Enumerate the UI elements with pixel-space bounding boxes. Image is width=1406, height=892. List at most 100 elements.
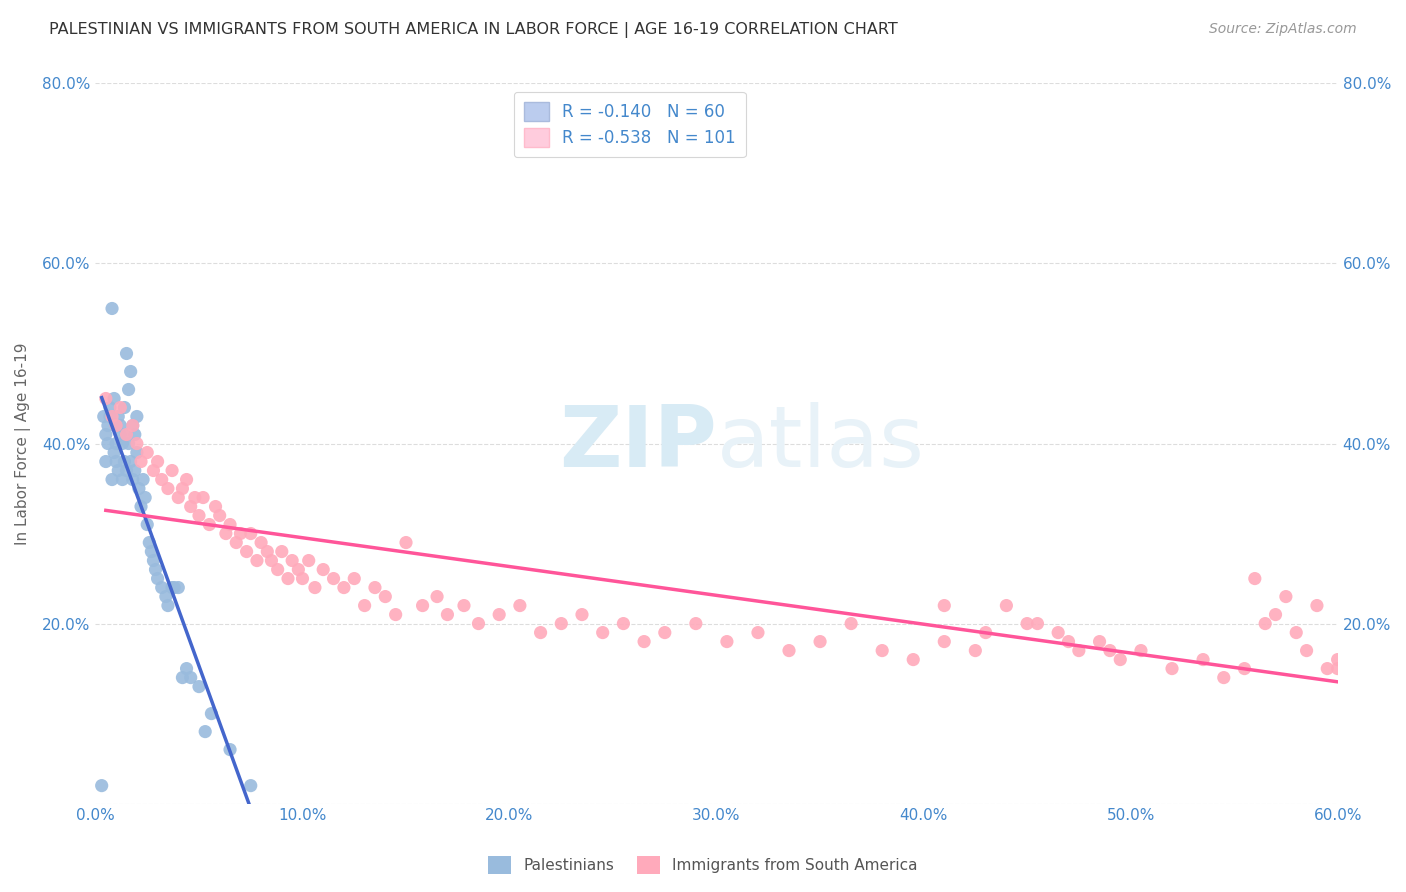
- Point: [134, 491, 156, 505]
- Point: [304, 581, 326, 595]
- Point: [426, 590, 449, 604]
- Point: [200, 706, 222, 721]
- Text: Source: ZipAtlas.com: Source: ZipAtlas.com: [1209, 22, 1357, 37]
- Point: [121, 473, 143, 487]
- Point: [287, 563, 309, 577]
- Point: [1109, 652, 1132, 666]
- Point: [129, 500, 152, 514]
- Point: [138, 535, 160, 549]
- Point: [343, 572, 366, 586]
- Point: [120, 364, 142, 378]
- Point: [194, 724, 217, 739]
- Point: [156, 599, 179, 613]
- Point: [160, 581, 183, 595]
- Point: [395, 535, 418, 549]
- Point: [229, 526, 252, 541]
- Point: [115, 427, 138, 442]
- Point: [111, 436, 134, 450]
- Point: [188, 680, 211, 694]
- Text: atlas: atlas: [717, 402, 925, 485]
- Point: [612, 616, 634, 631]
- Legend: R = -0.140   N = 60, R = -0.538   N = 101: R = -0.140 N = 60, R = -0.538 N = 101: [513, 92, 745, 157]
- Point: [1026, 616, 1049, 631]
- Point: [93, 409, 115, 424]
- Point: [98, 409, 121, 424]
- Point: [239, 779, 262, 793]
- Text: ZIP: ZIP: [558, 402, 717, 485]
- Point: [121, 418, 143, 433]
- Point: [208, 508, 231, 523]
- Point: [110, 401, 132, 415]
- Point: [180, 500, 202, 514]
- Point: [1254, 616, 1277, 631]
- Point: [167, 581, 190, 595]
- Point: [1129, 643, 1152, 657]
- Point: [1017, 616, 1039, 631]
- Point: [934, 599, 956, 613]
- Point: [291, 572, 314, 586]
- Point: [1067, 643, 1090, 657]
- Point: [145, 563, 167, 577]
- Point: [120, 454, 142, 468]
- Point: [1326, 662, 1348, 676]
- Point: [225, 535, 247, 549]
- Point: [995, 599, 1018, 613]
- Point: [176, 473, 198, 487]
- Point: [125, 445, 148, 459]
- Point: [277, 572, 299, 586]
- Point: [412, 599, 434, 613]
- Point: [1264, 607, 1286, 622]
- Point: [146, 454, 169, 468]
- Point: [529, 625, 551, 640]
- Point: [150, 581, 173, 595]
- Point: [150, 473, 173, 487]
- Point: [374, 590, 396, 604]
- Point: [98, 401, 121, 415]
- Point: [121, 418, 143, 433]
- Point: [467, 616, 489, 631]
- Point: [110, 418, 132, 433]
- Point: [1098, 643, 1121, 657]
- Point: [191, 491, 214, 505]
- Point: [219, 742, 242, 756]
- Point: [298, 553, 321, 567]
- Point: [1088, 634, 1111, 648]
- Point: [141, 544, 163, 558]
- Point: [488, 607, 510, 622]
- Point: [1285, 625, 1308, 640]
- Point: [965, 643, 987, 657]
- Point: [115, 464, 138, 478]
- Point: [107, 464, 129, 478]
- Point: [1161, 662, 1184, 676]
- Point: [1212, 671, 1234, 685]
- Point: [105, 418, 128, 433]
- Point: [215, 526, 238, 541]
- Point: [1057, 634, 1080, 648]
- Point: [974, 625, 997, 640]
- Point: [219, 517, 242, 532]
- Point: [167, 491, 190, 505]
- Point: [235, 544, 257, 558]
- Point: [1047, 625, 1070, 640]
- Point: [1243, 572, 1265, 586]
- Point: [571, 607, 593, 622]
- Point: [172, 671, 194, 685]
- Point: [239, 526, 262, 541]
- Point: [747, 625, 769, 640]
- Point: [142, 553, 165, 567]
- Point: [509, 599, 531, 613]
- Point: [124, 464, 146, 478]
- Point: [1233, 662, 1256, 676]
- Point: [384, 607, 406, 622]
- Point: [333, 581, 356, 595]
- Point: [1306, 599, 1329, 613]
- Point: [322, 572, 344, 586]
- Point: [101, 409, 124, 424]
- Point: [633, 634, 655, 648]
- Point: [136, 445, 159, 459]
- Point: [1295, 643, 1317, 657]
- Y-axis label: In Labor Force | Age 16-19: In Labor Force | Age 16-19: [15, 343, 31, 545]
- Point: [1192, 652, 1215, 666]
- Point: [453, 599, 475, 613]
- Text: PALESTINIAN VS IMMIGRANTS FROM SOUTH AMERICA IN LABOR FORCE | AGE 16-19 CORRELAT: PALESTINIAN VS IMMIGRANTS FROM SOUTH AME…: [49, 22, 898, 38]
